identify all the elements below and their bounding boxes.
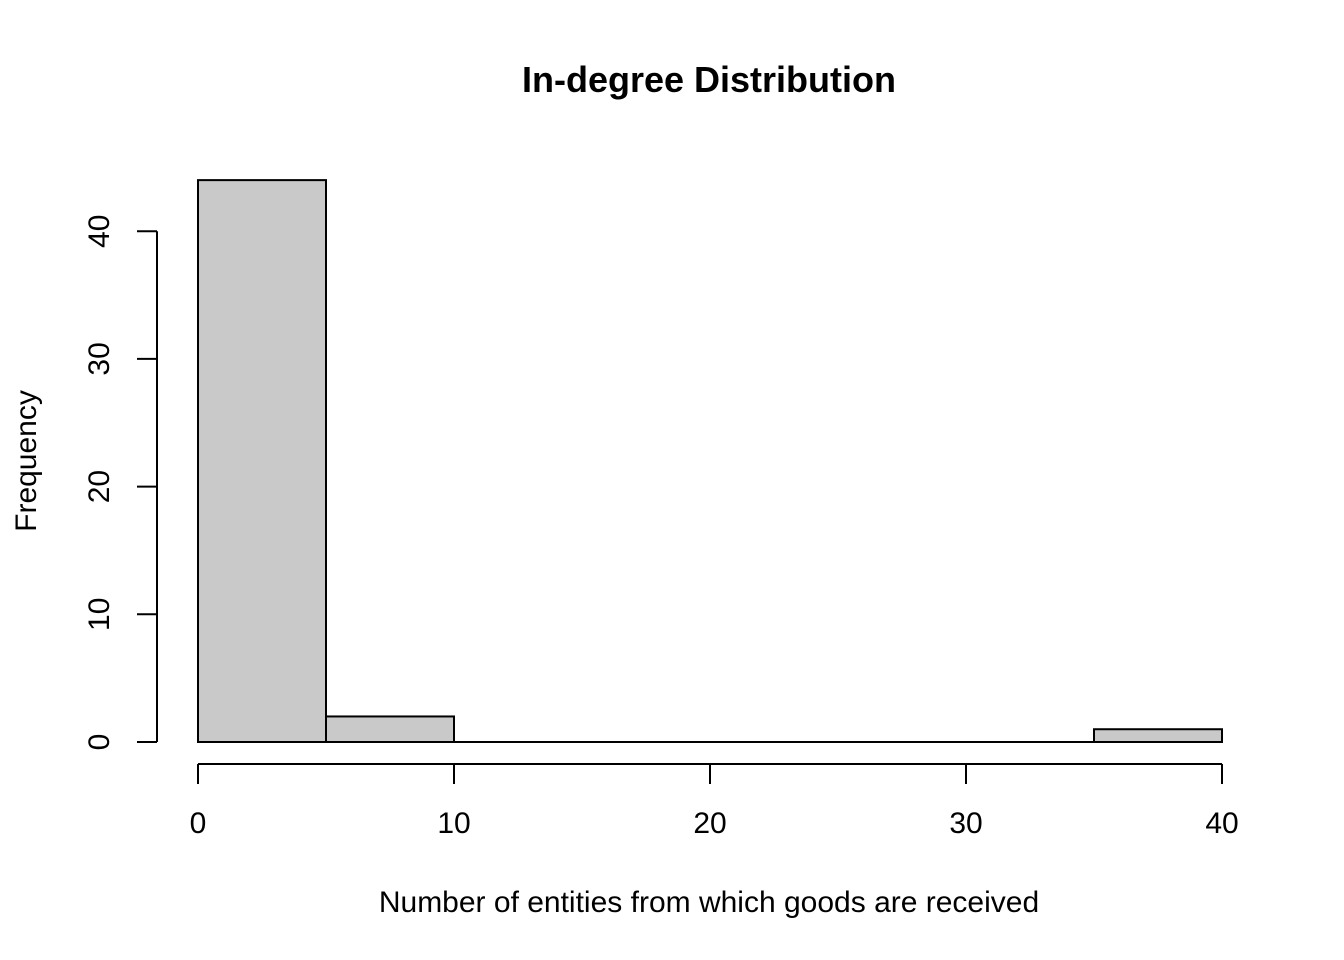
y-axis: 0 10 20 30 40: [83, 215, 158, 751]
y-tick-label: 0: [83, 734, 116, 751]
y-tick-label: 30: [83, 342, 116, 375]
histogram-bar: [197, 179, 327, 743]
x-tick-label: 10: [437, 807, 470, 840]
x-tick-label: 0: [190, 807, 207, 840]
y-tick-label: 10: [83, 598, 116, 631]
histogram-bar: [325, 715, 455, 744]
y-axis-label: Frequency: [10, 390, 43, 532]
x-tick-label: 30: [949, 807, 982, 840]
x-tick-label: 20: [693, 807, 726, 840]
x-axis: 0 10 20 30 40: [190, 763, 1239, 840]
histogram-bar: [1093, 728, 1223, 743]
y-tick-label: 40: [83, 215, 116, 248]
chart-title: In-degree Distribution: [522, 59, 896, 100]
x-tick-label: 40: [1205, 807, 1238, 840]
bars-group: [197, 179, 1223, 744]
x-axis-label: Number of entities from which goods are …: [379, 886, 1039, 919]
y-tick-label: 20: [83, 470, 116, 503]
